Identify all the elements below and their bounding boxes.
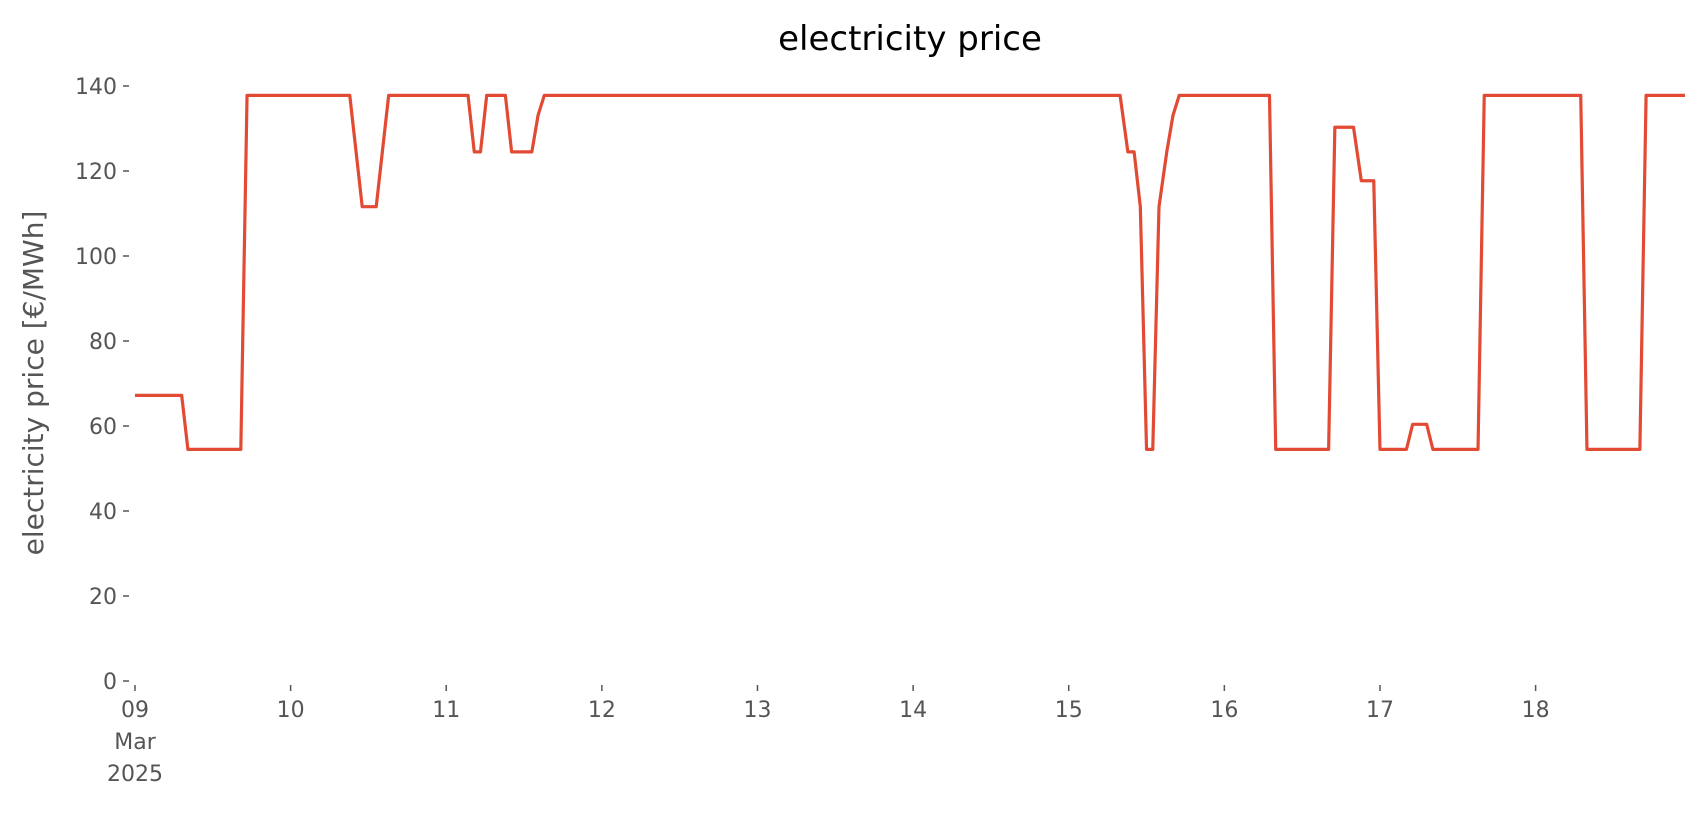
y-axis-label: electricity price [€/MWh]	[17, 211, 50, 556]
x-tick-label: 13	[743, 698, 771, 723]
x-year-label: 2025	[107, 762, 163, 787]
x-tick-label: 12	[588, 698, 616, 723]
x-tick-label: 14	[899, 698, 927, 723]
y-tick-label: 100	[75, 245, 117, 270]
y-tick-label: 80	[89, 330, 117, 355]
x-tick-label: 17	[1366, 698, 1394, 723]
x-tick-label: 10	[277, 698, 305, 723]
x-tick-label: 11	[432, 698, 460, 723]
y-tick-label: 120	[75, 160, 117, 185]
x-tick-label: 15	[1055, 698, 1083, 723]
y-tick-label: 140	[75, 75, 117, 100]
chart-title: electricity price	[778, 19, 1042, 59]
y-tick-label: 40	[89, 500, 117, 525]
y-tick-label: 0	[103, 670, 117, 695]
price-line	[135, 93, 1685, 451]
x-tick-label: 16	[1210, 698, 1238, 723]
y-tick-label: 60	[89, 415, 117, 440]
x-tick-label: 18	[1522, 698, 1550, 723]
x-month-label: Mar	[114, 730, 156, 755]
y-tick-label: 20	[89, 585, 117, 610]
x-tick-label: 09	[121, 698, 149, 723]
